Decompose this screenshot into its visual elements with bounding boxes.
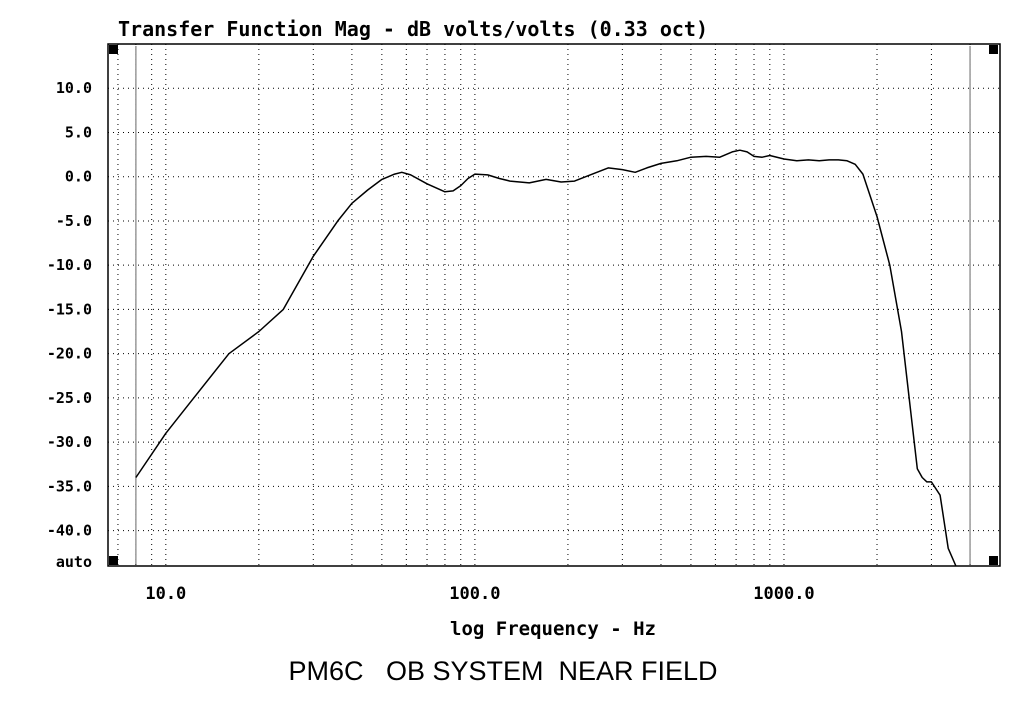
corner-marker-bottom-right xyxy=(989,556,998,565)
y-tick-label: -35.0 xyxy=(47,477,92,495)
y-tick-label: -10.0 xyxy=(47,256,92,274)
x-tick-label: 10.0 xyxy=(145,584,186,604)
series-line xyxy=(135,149,957,567)
x-tick-labels: 10.0 100.0 1000.0 xyxy=(145,584,814,604)
corner-marker-top-right xyxy=(989,45,998,54)
y-auto-label: auto xyxy=(56,553,92,571)
y-tick-label: -25.0 xyxy=(47,389,92,407)
x-tick-label: 1000.0 xyxy=(753,584,814,604)
x-axis-label: log Frequency - Hz xyxy=(450,618,656,640)
y-tick-label: -40.0 xyxy=(47,522,92,540)
chart-title: Transfer Function Mag - dB volts/volts (… xyxy=(118,17,708,41)
corner-marker-bottom-left xyxy=(109,556,118,565)
y-tick-label: 0.0 xyxy=(65,168,92,186)
y-tick-labels: 10.0 5.0 0.0 -5.0 -10.0 -15.0 -20.0 -25.0 -30.0 -… xyxy=(47,79,92,539)
y-tick-label: -30.0 xyxy=(47,433,92,451)
plot-frame xyxy=(107,43,1001,567)
x-tick-label: 100.0 xyxy=(449,584,500,604)
series-layer xyxy=(135,149,957,567)
y-tick-label: 10.0 xyxy=(56,79,92,97)
y-tick-label: -15.0 xyxy=(47,300,92,318)
grid-lines xyxy=(108,44,1001,566)
chart-caption: PM6C OB SYSTEM NEAR FIELD xyxy=(288,656,717,686)
corner-marker-top-left xyxy=(109,45,118,54)
y-tick-label: -20.0 xyxy=(47,345,92,363)
y-tick-label: -5.0 xyxy=(56,212,92,230)
cursor-lines xyxy=(135,46,971,564)
y-tick-label: 5.0 xyxy=(65,123,92,141)
